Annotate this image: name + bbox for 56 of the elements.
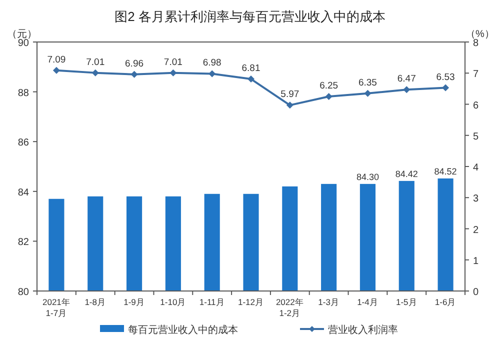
x-tick-label: 2022年 1-2月 [276,297,304,318]
point [442,84,450,92]
y2-tick-label: 7 [473,69,479,80]
x-tick-label: 1-8月 [84,297,106,307]
point [92,69,99,76]
y-tick-label: 86 [18,138,30,149]
point [130,70,138,78]
data-label: 84.42 [395,168,418,179]
data-label: 7.09 [47,54,66,66]
y-axis-title: （元） [7,29,37,40]
data-label: 5.97 [280,89,300,100]
x-tick-label: 2021年 1-7月 [42,297,70,318]
data-label: 6.35 [358,77,377,88]
legend-label: 营业收入利润率 [328,324,398,336]
point [364,90,372,97]
x-tick-label: 1-3月 [318,297,340,307]
y2-tick-label: 3 [473,194,479,205]
y-tick-label: 84 [18,187,30,198]
point [248,76,254,83]
x-tick-label: 1-4月 [357,297,378,307]
data-label: 6.81 [242,63,260,74]
data-label: 84.30 [356,172,379,182]
legend-label: 每百元营业收入中的成本 [128,324,238,336]
data-label: 7.01 [86,56,105,68]
data-label: 6.25 [320,80,338,92]
data-label: 6.53 [436,72,455,83]
point [286,102,294,109]
y2-tick-label: 6 [473,100,479,112]
y-tick-label: 90 [18,38,30,49]
y2-tick-label: 1 [473,256,479,267]
y2-tick-label: 4 [473,162,479,174]
y2-tick-label: 8 [473,38,479,49]
data-label: 84.52 [434,166,457,176]
y2-tick-label: 0 [473,287,479,298]
point [170,69,177,76]
x-tick-label: 1-9月 [124,297,145,307]
y2-tick-label: 5 [473,131,479,142]
point [325,92,332,100]
y-tick-label: 80 [18,287,30,298]
x-tick-label: 1-10月 [160,297,186,307]
data-label: 6.47 [397,74,416,85]
x-tick-label: 1-12月 [238,297,264,307]
data-label: 7.01 [164,56,182,68]
y2-axis-title: （%） [466,29,494,40]
data-label: 6.98 [202,58,222,69]
x-tick-label: 1-6月 [434,297,456,307]
x-tick-label: 1-11月 [199,297,225,307]
point [208,70,216,78]
y-tick-label: 88 [18,88,30,99]
chart-title: 图2 各月累计利润率与每百元营业收入中的成本 [114,9,386,24]
y-tick-label: 82 [18,237,30,248]
point [52,66,60,74]
x-tick-label: 1-5月 [396,297,418,307]
point [403,86,410,94]
y2-tick-label: 2 [473,224,479,236]
data-label: 6.96 [125,58,144,70]
